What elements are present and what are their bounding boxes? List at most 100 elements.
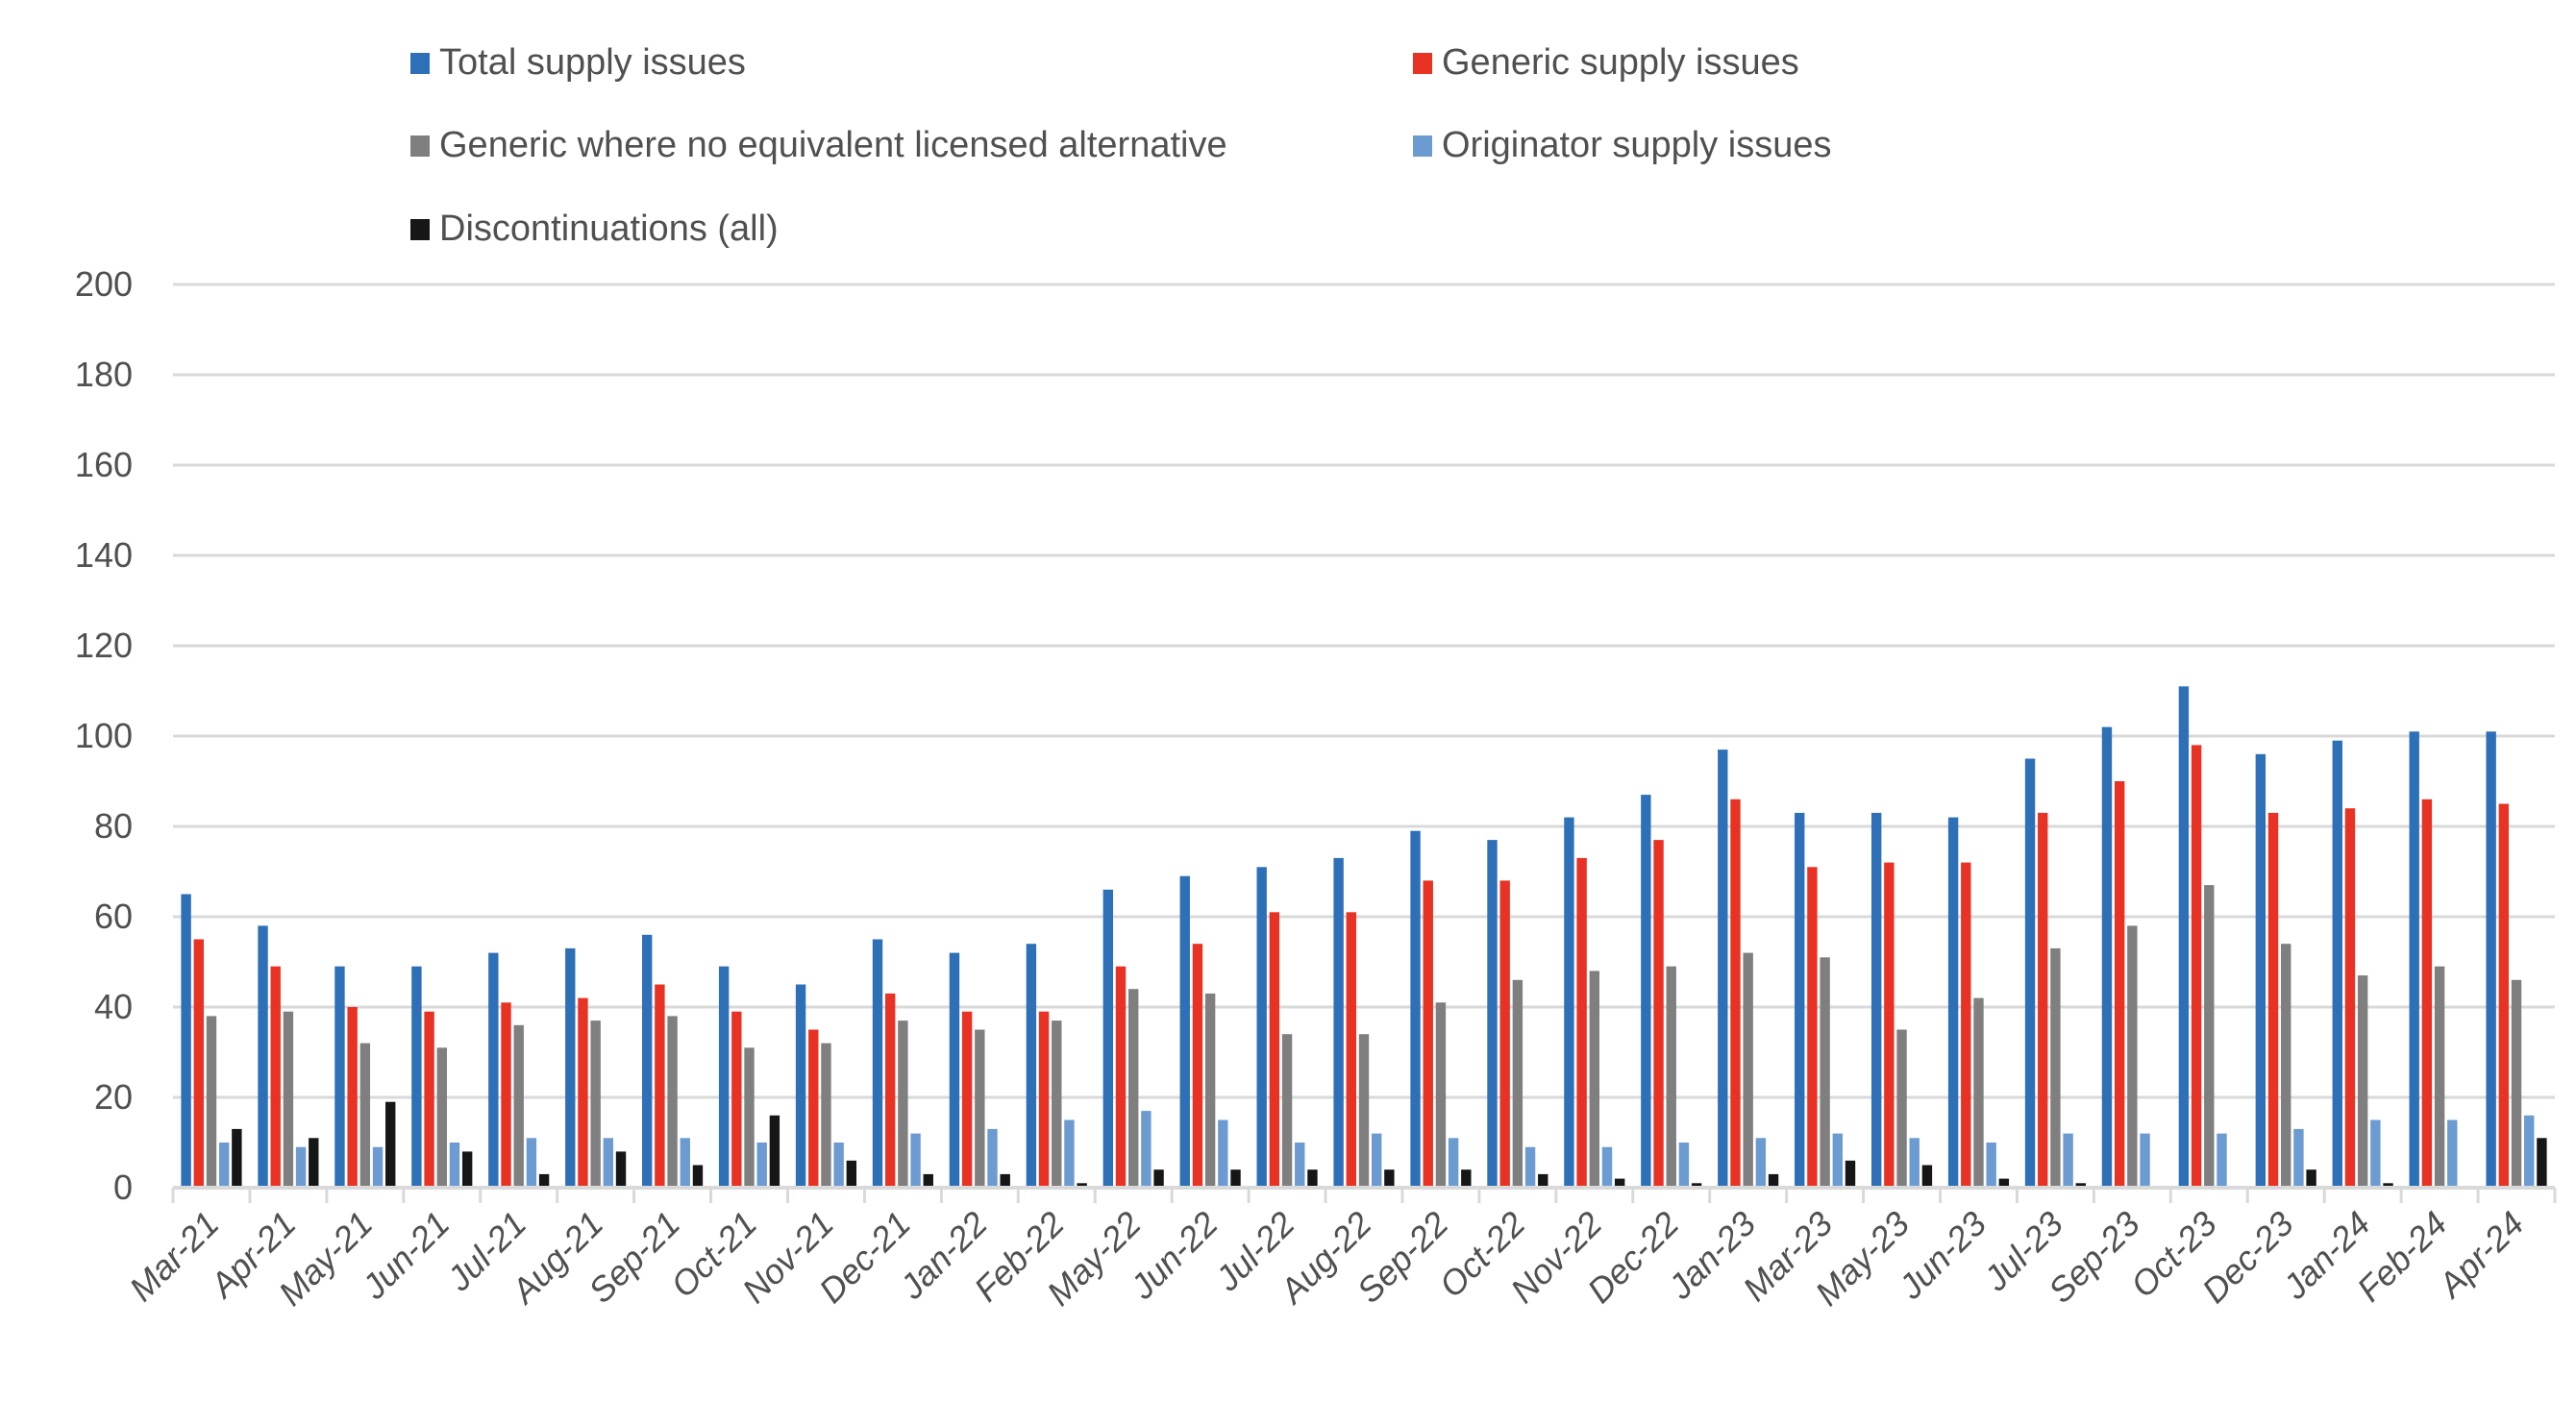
bar-discontinuations-all-nov-21 xyxy=(846,1160,857,1188)
bar-generic-where-no-equivalent-licensed-alternative-nov-22 xyxy=(1589,971,1600,1188)
bar-total-supply-issues-oct-23 xyxy=(2178,686,2190,1188)
bar-generic-supply-issues-jan-24 xyxy=(2344,808,2356,1188)
bar-total-supply-issues-sep-23 xyxy=(2101,726,2113,1188)
bar-generic-where-no-equivalent-licensed-alternative-mar-21 xyxy=(206,1016,217,1188)
bar-generic-supply-issues-may-22 xyxy=(1115,966,1127,1188)
y-tick-label: 100 xyxy=(75,716,133,755)
legend-swatch xyxy=(1413,135,1432,157)
bar-originator-supply-issues-jul-22 xyxy=(1295,1143,1305,1188)
y-tick-label: 160 xyxy=(75,445,133,484)
bar-generic-supply-issues-sep-21 xyxy=(655,984,665,1188)
y-tick-label: 60 xyxy=(94,897,133,936)
bar-generic-supply-issues-jul-22 xyxy=(1269,912,1280,1188)
legend-label: Generic supply issues xyxy=(1442,42,1799,83)
bar-total-supply-issues-mar-23 xyxy=(1795,812,1805,1188)
y-axis-ticks: 0 20 40 60 80 100 120 140 160 180 200 xyxy=(75,264,133,1207)
bar-generic-supply-issues-jan-23 xyxy=(1730,799,1741,1188)
bar-discontinuations-all-mar-23 xyxy=(1845,1160,1856,1188)
bar-originator-supply-issues-jun-22 xyxy=(1218,1119,1228,1188)
bar-originator-supply-issues-jun-23 xyxy=(1986,1143,1996,1188)
x-tick-label: Jun-23 xyxy=(1891,1204,1994,1308)
bar-originator-supply-issues-apr-21 xyxy=(295,1146,307,1188)
x-axis xyxy=(171,1186,2557,1203)
bar-originator-supply-issues-oct-22 xyxy=(1524,1146,1536,1188)
bar-originator-supply-issues-may-22 xyxy=(1141,1111,1152,1188)
bar-total-supply-issues-jun-23 xyxy=(1947,817,1959,1188)
bar-discontinuations-all-apr-21 xyxy=(309,1138,319,1188)
y-tick-label: 40 xyxy=(94,987,133,1026)
bar-originator-supply-issues-jul-21 xyxy=(526,1138,537,1188)
bar-total-supply-issues-may-23 xyxy=(1870,812,1882,1188)
bar-generic-where-no-equivalent-licensed-alternative-jan-22 xyxy=(975,1029,985,1188)
bars xyxy=(181,686,2547,1188)
y-tick-label: 140 xyxy=(75,535,133,575)
bar-generic-where-no-equivalent-licensed-alternative-jan-24 xyxy=(2357,975,2368,1188)
bar-originator-supply-issues-may-21 xyxy=(372,1146,384,1188)
legend-swatch xyxy=(1413,52,1432,74)
bar-generic-supply-issues-jan-22 xyxy=(961,1011,973,1188)
bar-generic-where-no-equivalent-licensed-alternative-apr-21 xyxy=(283,1011,294,1188)
bar-originator-supply-issues-dec-21 xyxy=(910,1133,921,1188)
bar-total-supply-issues-oct-21 xyxy=(718,966,730,1188)
bar-generic-supply-issues-apr-21 xyxy=(270,966,281,1188)
bar-total-supply-issues-feb-24 xyxy=(2409,731,2419,1188)
bar-discontinuations-all-may-21 xyxy=(385,1101,396,1188)
bar-generic-supply-issues-apr-24 xyxy=(2498,803,2510,1188)
bar-generic-where-no-equivalent-licensed-alternative-sep-22 xyxy=(1435,1002,1447,1188)
y-tick-label: 120 xyxy=(75,626,133,665)
bar-discontinuations-all-jan-24 xyxy=(2383,1183,2393,1188)
bar-discontinuations-all-jul-21 xyxy=(538,1173,550,1188)
bar-total-supply-issues-jan-24 xyxy=(2332,740,2342,1188)
bar-generic-where-no-equivalent-licensed-alternative-jun-23 xyxy=(1973,997,1984,1188)
bar-originator-supply-issues-jun-21 xyxy=(449,1143,460,1188)
bar-discontinuations-all-mar-21 xyxy=(232,1128,242,1188)
bar-discontinuations-all-aug-22 xyxy=(1384,1169,1395,1188)
bar-generic-where-no-equivalent-licensed-alternative-jul-22 xyxy=(1281,1034,1293,1188)
legend-label: Total supply issues xyxy=(439,42,746,83)
bar-originator-supply-issues-nov-21 xyxy=(833,1143,844,1188)
bar-generic-supply-issues-jun-23 xyxy=(1961,862,1971,1188)
bar-generic-supply-issues-dec-23 xyxy=(2267,812,2279,1188)
bar-total-supply-issues-jul-22 xyxy=(1256,867,1267,1188)
y-tick-label: 20 xyxy=(94,1077,133,1117)
legend-item-generic-no-alternative: Generic where no equivalent licensed alt… xyxy=(410,125,1227,166)
bar-generic-where-no-equivalent-licensed-alternative-sep-21 xyxy=(667,1016,678,1188)
bar-generic-where-no-equivalent-licensed-alternative-dec-23 xyxy=(2281,944,2291,1188)
x-tick-label: Apr-24 xyxy=(2429,1204,2531,1306)
bar-generic-where-no-equivalent-licensed-alternative-feb-22 xyxy=(1052,1020,1062,1188)
bar-originator-supply-issues-nov-22 xyxy=(1601,1146,1613,1188)
bar-generic-supply-issues-may-21 xyxy=(347,1007,358,1188)
bar-originator-supply-issues-mar-21 xyxy=(218,1143,230,1188)
bar-total-supply-issues-aug-21 xyxy=(565,947,576,1188)
legend-item-total-supply-issues: Total supply issues xyxy=(410,42,746,84)
bar-generic-supply-issues-sep-23 xyxy=(2114,781,2125,1188)
bar-total-supply-issues-jul-21 xyxy=(488,952,499,1188)
bar-generic-supply-issues-mar-23 xyxy=(1807,867,1818,1188)
bar-total-supply-issues-jun-21 xyxy=(411,966,422,1188)
bar-discontinuations-all-may-23 xyxy=(1921,1165,1933,1188)
bar-generic-where-no-equivalent-licensed-alternative-jul-21 xyxy=(513,1024,524,1188)
legend-label: Generic where no equivalent licensed alt… xyxy=(439,125,1227,165)
legend-item-originator-supply-issues: Originator supply issues xyxy=(1413,125,1832,166)
bar-originator-supply-issues-may-23 xyxy=(1909,1138,1920,1188)
y-tick-label: 80 xyxy=(94,806,133,846)
legend-item-generic-supply-issues: Generic supply issues xyxy=(1413,42,1799,84)
bar-originator-supply-issues-aug-21 xyxy=(603,1138,614,1188)
bar-discontinuations-all-apr-24 xyxy=(2537,1138,2547,1188)
bar-generic-supply-issues-oct-22 xyxy=(1499,880,1510,1188)
bar-generic-where-no-equivalent-licensed-alternative-oct-22 xyxy=(1512,979,1523,1188)
x-tick-label: Mar-21 xyxy=(121,1204,226,1309)
bar-generic-supply-issues-jun-22 xyxy=(1192,944,1203,1188)
bar-generic-supply-issues-nov-22 xyxy=(1576,857,1587,1188)
bar-discontinuations-all-jun-21 xyxy=(461,1151,473,1188)
y-tick-label: 180 xyxy=(75,355,133,394)
bar-generic-supply-issues-feb-22 xyxy=(1038,1011,1050,1188)
bar-generic-supply-issues-dec-22 xyxy=(1653,840,1664,1188)
bar-discontinuations-all-sep-22 xyxy=(1461,1169,1472,1188)
bar-originator-supply-issues-jan-22 xyxy=(987,1128,998,1188)
bar-discontinuations-all-nov-22 xyxy=(1614,1178,1625,1188)
bar-total-supply-issues-sep-22 xyxy=(1410,830,1421,1188)
bar-generic-where-no-equivalent-licensed-alternative-mar-23 xyxy=(1820,957,1830,1188)
bar-generic-where-no-equivalent-licensed-alternative-sep-23 xyxy=(2127,925,2138,1188)
